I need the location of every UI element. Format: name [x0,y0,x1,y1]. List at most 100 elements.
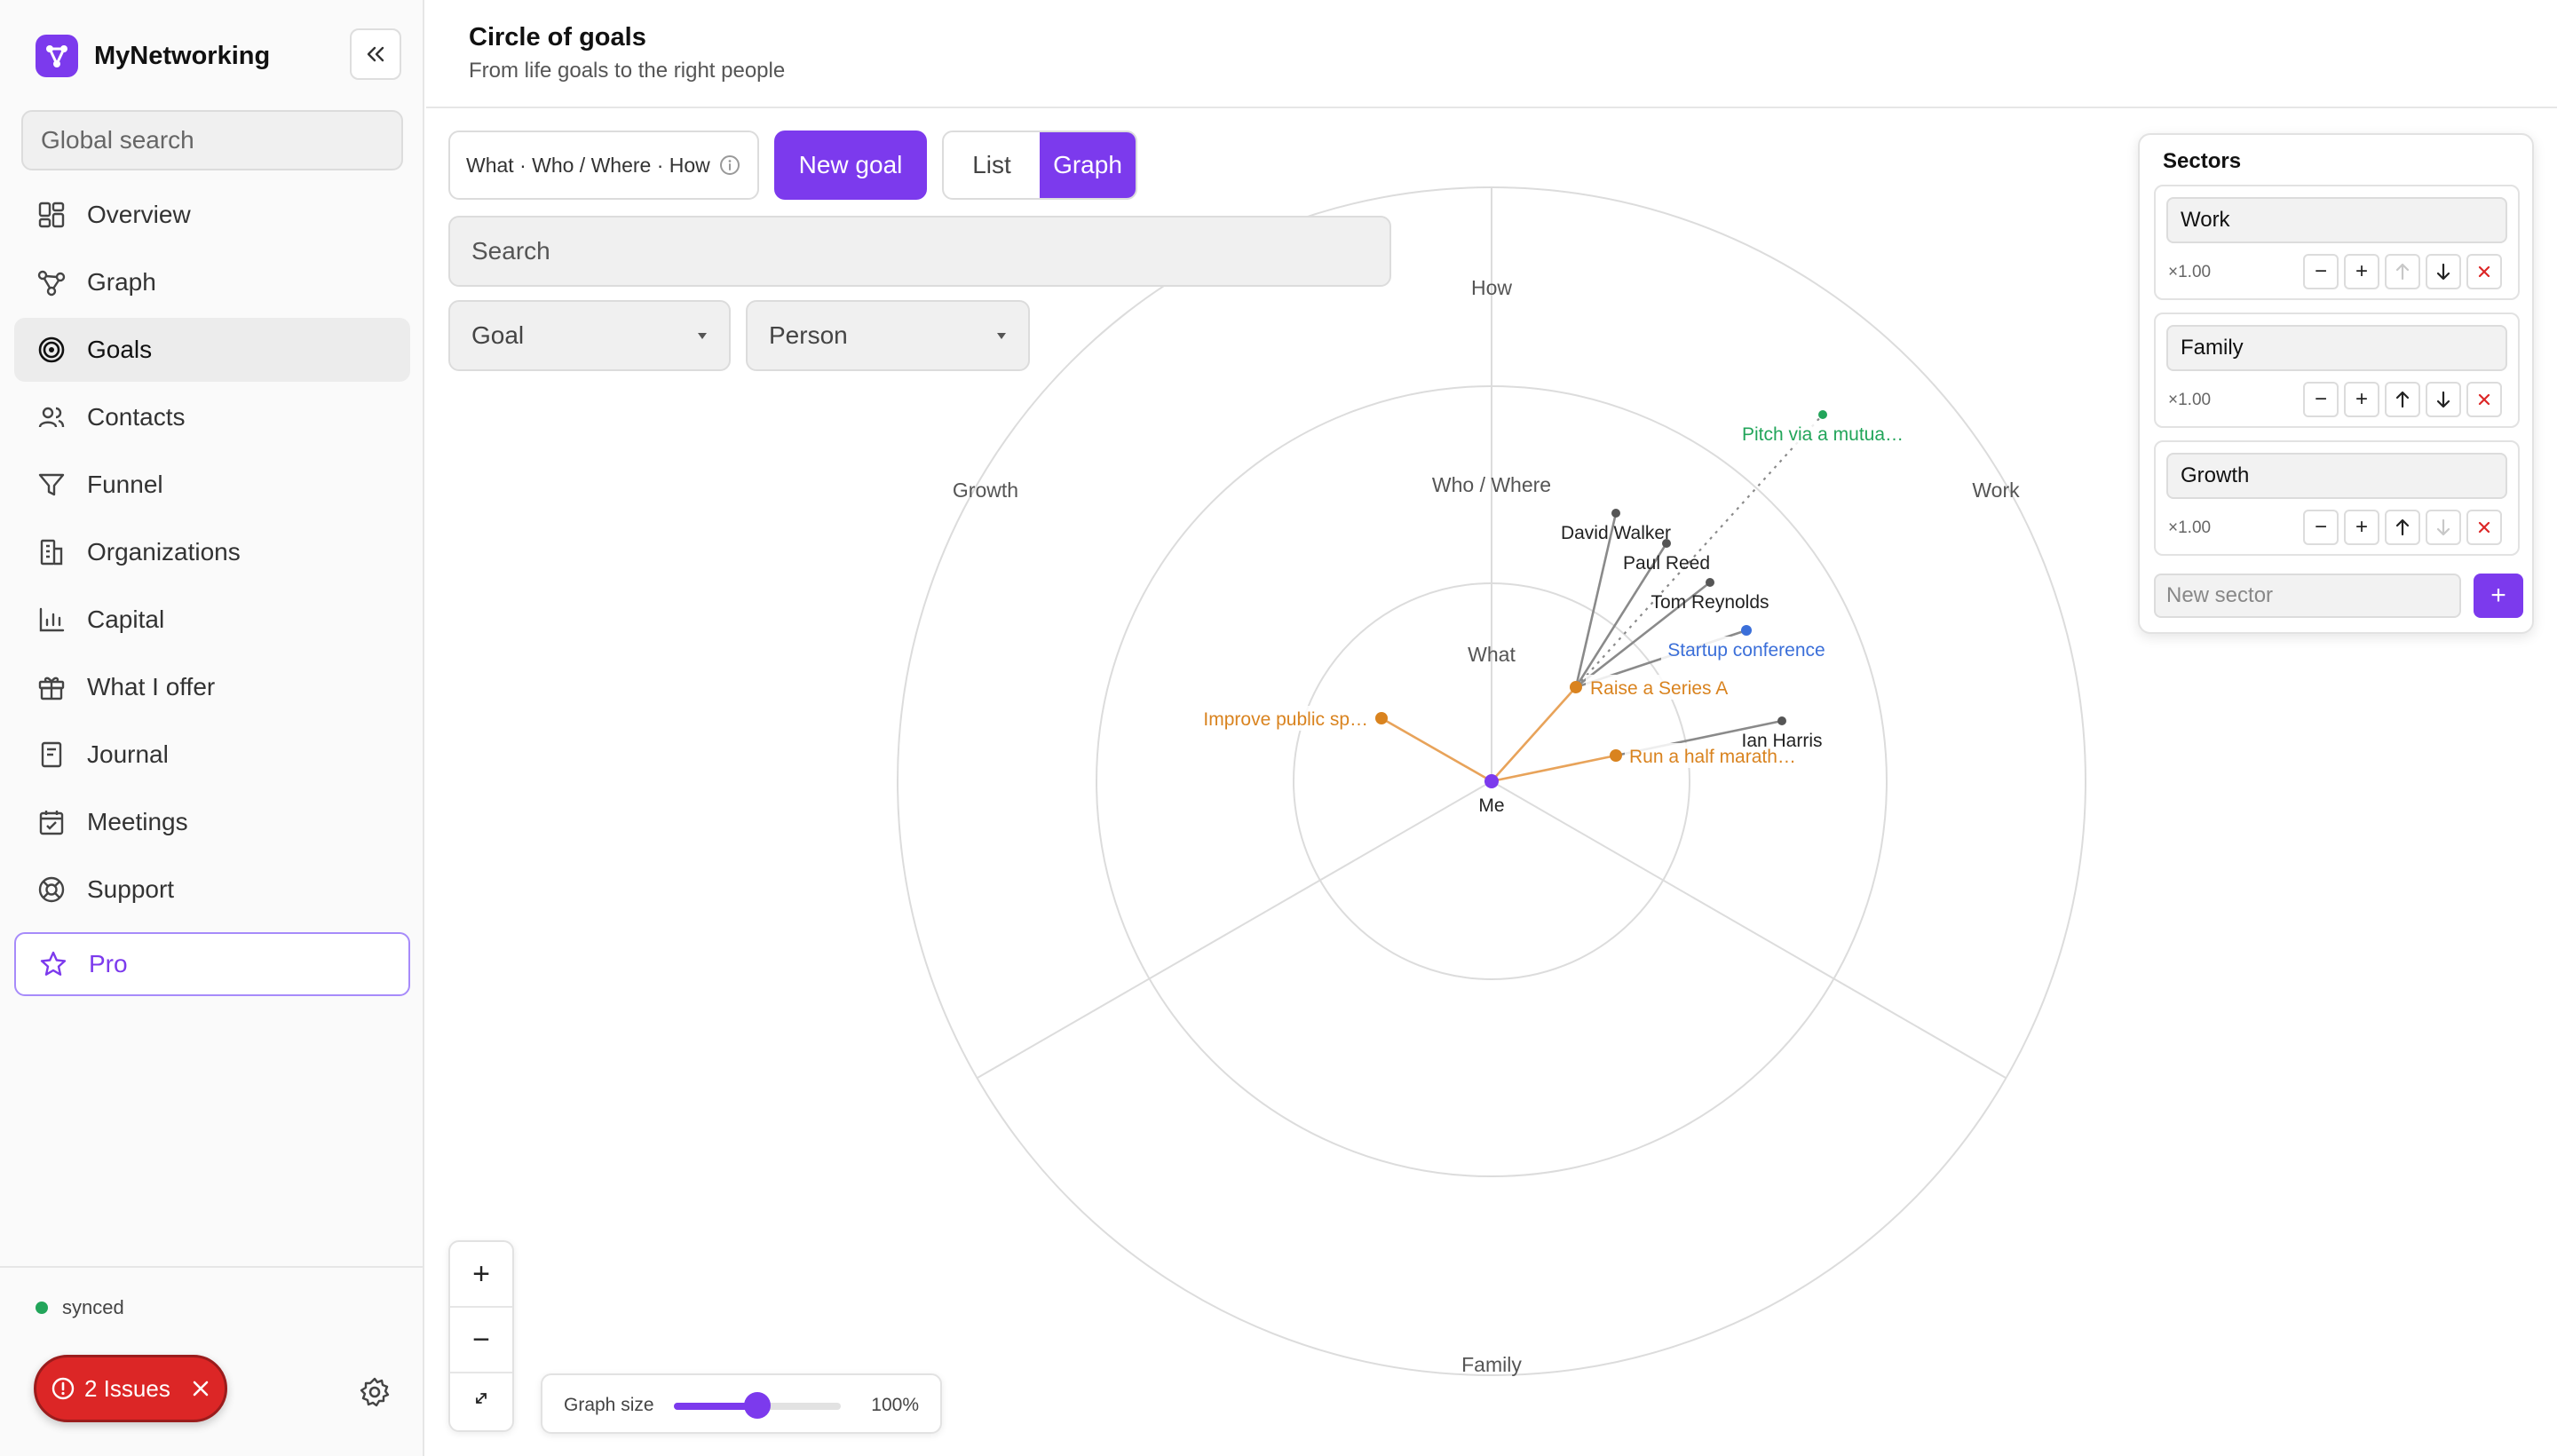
increase-weight-button[interactable]: + [2344,382,2379,417]
person-select[interactable]: Person [746,300,1030,371]
collapse-sidebar-button[interactable] [350,28,401,80]
node-person[interactable]: Tom Reynolds [1651,578,1769,613]
nav-item-label: Support [87,875,175,903]
sector-name-field[interactable]: Family [2166,325,2507,371]
sectors-title: Sectors [2163,149,2242,173]
mode-chip[interactable]: What · Who / Where · How [448,131,759,200]
decrease-weight-button[interactable]: − [2303,510,2339,545]
zoom-out-button[interactable]: − [472,1322,490,1357]
issues-badge[interactable]: 2 Issues [34,1355,227,1422]
nav-item-support[interactable]: Support [14,858,410,922]
close-icon [2478,265,2490,278]
node-place[interactable]: Startup conference [1661,625,1832,661]
arrow-down-icon [2436,391,2450,408]
nav-item-label: Funnel [87,471,163,498]
new-goal-button[interactable]: New goal [774,131,927,200]
close-icon[interactable] [190,1378,211,1399]
edge-me-goal [1491,754,1617,783]
graph-nodes: Me Raise a Series A Run a half marath… I… [1200,410,1907,816]
arrow-up-icon [2395,391,2410,408]
node-goal[interactable]: Raise a Series A [1570,675,1728,700]
search-input[interactable] [448,216,1391,287]
node-goal[interactable]: Improve public sp… [1200,706,1388,731]
node-person[interactable]: Ian Harris [1741,716,1823,751]
edge-goal-person [1574,542,1668,688]
zoom-controls: + − [448,1240,514,1432]
info-icon[interactable] [719,154,740,176]
graph-size-label: Graph size [564,1395,654,1415]
close-icon [2478,521,2490,534]
graph-size-slider[interactable] [674,1392,841,1419]
sector-divider [1491,780,2007,1079]
nav-item-overview[interactable]: Overview [14,183,410,247]
decrease-weight-button[interactable]: − [2303,254,2339,289]
move-down-button[interactable] [2426,510,2461,545]
nav-item-what-i-offer[interactable]: What I offer [14,655,410,719]
edge-me-goal [1491,686,1577,782]
settings-button[interactable] [357,1374,392,1410]
delete-sector-button[interactable] [2466,382,2502,417]
chevrons-left-icon [367,46,384,62]
goals-circle-graph[interactable]: How Who / Where What Work Family Growth … [426,110,2557,1456]
increase-weight-button[interactable]: + [2344,510,2379,545]
nav-item-goals[interactable]: Goals [14,318,410,382]
sector-controls: − + [2303,254,2507,289]
global-search-input[interactable] [21,110,403,170]
node-goal-label: Run a half marath… [1629,747,1796,767]
nav-item-pro[interactable]: Pro [14,932,410,996]
move-up-button[interactable] [2385,254,2420,289]
journal-icon [36,739,67,771]
sector-card: Family ×1.00 − + [2154,313,2520,428]
arrow-up-icon [2395,263,2410,281]
view-graph-button[interactable]: Graph [1040,132,1136,198]
node-me[interactable]: Me [1478,774,1505,816]
nav-item-contacts[interactable]: Contacts [14,385,410,449]
move-up-button[interactable] [2385,382,2420,417]
zoom-in-button[interactable]: + [472,1256,490,1291]
slider-thumb[interactable] [744,1392,771,1419]
add-sector-button[interactable]: + [2474,574,2523,618]
node-action[interactable]: Pitch via a mutua… [1738,410,1907,446]
goal-select[interactable]: Goal [448,300,731,371]
nav-item-capital[interactable]: Capital [14,588,410,652]
gear-icon [360,1377,390,1407]
sidebar: MyNetworking Overview Graph Goals Contac… [0,0,424,1456]
nav-item-meetings[interactable]: Meetings [14,790,410,854]
increase-weight-button[interactable]: + [2344,254,2379,289]
star-icon [37,948,69,980]
move-down-button[interactable] [2426,382,2461,417]
page-header: Circle of goals From life goals to the r… [426,0,2557,108]
node-person[interactable]: Paul Reed [1623,539,1710,574]
delete-sector-button[interactable] [2466,510,2502,545]
brand[interactable]: MyNetworking [36,34,270,78]
new-sector-input[interactable] [2154,574,2461,618]
nav-item-organizations[interactable]: Organizations [14,520,410,584]
move-up-button[interactable] [2385,510,2420,545]
page-title: Circle of goals [469,23,646,51]
users-icon [36,401,67,433]
sector-name-field[interactable]: Growth [2166,453,2507,499]
sector-name-field[interactable]: Work [2166,197,2507,243]
graph-rings [897,186,2086,1376]
building-icon [36,536,67,568]
decrease-weight-button[interactable]: − [2303,382,2339,417]
sector-label-family: Family [1461,1353,1522,1376]
arrow-up-icon [2395,518,2410,536]
graph-size-value: 100% [871,1395,919,1415]
nav-item-label: Organizations [87,538,241,566]
nav-item-graph[interactable]: Graph [14,250,410,314]
nav-item-journal[interactable]: Journal [14,723,410,787]
target-icon [36,334,67,366]
nav-item-funnel[interactable]: Funnel [14,453,410,517]
view-list-button[interactable]: List [972,151,1011,178]
nav-item-label: Goals [87,336,153,363]
status-dot-icon [36,1302,48,1314]
slider-fill [674,1403,757,1410]
edge-goal-action [1575,414,1824,688]
sectors-panel: Sectors Work ×1.00 − + Family ×1.00 − + … [2138,133,2534,634]
fit-view-button[interactable] [450,1366,512,1430]
node-goal[interactable]: Run a half marath… [1610,743,1796,768]
move-down-button[interactable] [2426,254,2461,289]
delete-sector-button[interactable] [2466,254,2502,289]
node-person[interactable]: David Walker [1561,509,1671,543]
